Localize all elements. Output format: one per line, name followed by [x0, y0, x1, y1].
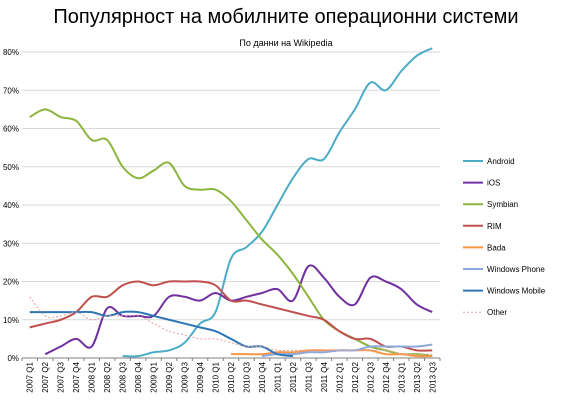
y-tick-label: 70%	[3, 86, 19, 95]
series-line-ios	[44, 264, 433, 356]
legend-label-rim: RIM	[487, 222, 502, 231]
x-tick-label: 2011 Q1	[273, 361, 282, 392]
x-tick-label: 2012 Q3	[366, 361, 375, 392]
legend-label-windows-mobile: Windows Mobile	[487, 287, 546, 296]
x-tick-label: 2013 Q1	[397, 361, 406, 392]
x-tick-label: 2007 Q4	[72, 361, 81, 392]
x-tick-label: 2008 Q2	[103, 361, 112, 392]
x-tick-label: 2011 Q2	[289, 361, 298, 392]
x-tick-label: 2013 Q3	[428, 361, 437, 392]
y-tick-label: 80%	[3, 48, 19, 57]
chart-title: Популярност на мобилните операционни сис…	[53, 6, 519, 28]
legend-label-other: Other	[487, 308, 507, 317]
x-tick-label: 2007 Q2	[41, 361, 50, 392]
x-tick-label: 2011 Q3	[304, 361, 313, 392]
legend-label-ios: iOS	[487, 179, 500, 188]
legend-label-symbian: Symbian	[487, 200, 518, 209]
x-tick-label: 2009 Q4	[196, 361, 205, 392]
x-tick-label: 2008 Q1	[88, 361, 97, 392]
x-tick-label: 2012 Q1	[335, 361, 344, 392]
series-line-rim	[29, 280, 433, 352]
x-tick-label: 2010 Q4	[258, 361, 267, 392]
series-line-android	[122, 47, 433, 358]
y-tick-label: 30%	[3, 239, 19, 248]
x-tick-label: 2010 Q1	[212, 361, 221, 392]
legend-label-android: Android	[487, 157, 515, 166]
series-line-symbian	[29, 108, 433, 358]
x-tick-label: 2013 Q2	[413, 361, 422, 392]
y-tick-label: 60%	[3, 125, 19, 134]
series-line-windows-phone	[261, 343, 433, 358]
x-tick-label: 2008 Q3	[119, 361, 128, 392]
x-tick-label: 2012 Q4	[382, 361, 391, 392]
x-tick-label: 2009 Q3	[181, 361, 190, 392]
x-tick-label: 2008 Q4	[134, 361, 143, 392]
y-tick-label: 50%	[3, 163, 19, 172]
x-tick-label: 2009 Q2	[165, 361, 174, 392]
chart-subtitle: По данни на Wikipedia	[239, 38, 333, 48]
legend-label-bada: Bada	[487, 243, 506, 252]
x-tick-label: 2012 Q2	[351, 361, 360, 392]
y-tick-label: 40%	[3, 201, 19, 210]
x-tick-label: 2010 Q3	[242, 361, 251, 392]
legend-label-windows-phone: Windows Phone	[487, 265, 545, 274]
x-tick-label: 2011 Q4	[320, 361, 329, 392]
x-tick-label: 2010 Q2	[227, 361, 236, 392]
x-tick-label: 2007 Q1	[26, 361, 35, 392]
series-line-windows-mobile	[29, 310, 294, 358]
y-tick-label: 10%	[3, 316, 19, 325]
x-tick-label: 2007 Q3	[57, 361, 66, 392]
y-tick-label: 20%	[3, 278, 19, 287]
y-tick-label: 0%	[7, 354, 19, 363]
x-tick-label: 2009 Q1	[150, 361, 159, 392]
